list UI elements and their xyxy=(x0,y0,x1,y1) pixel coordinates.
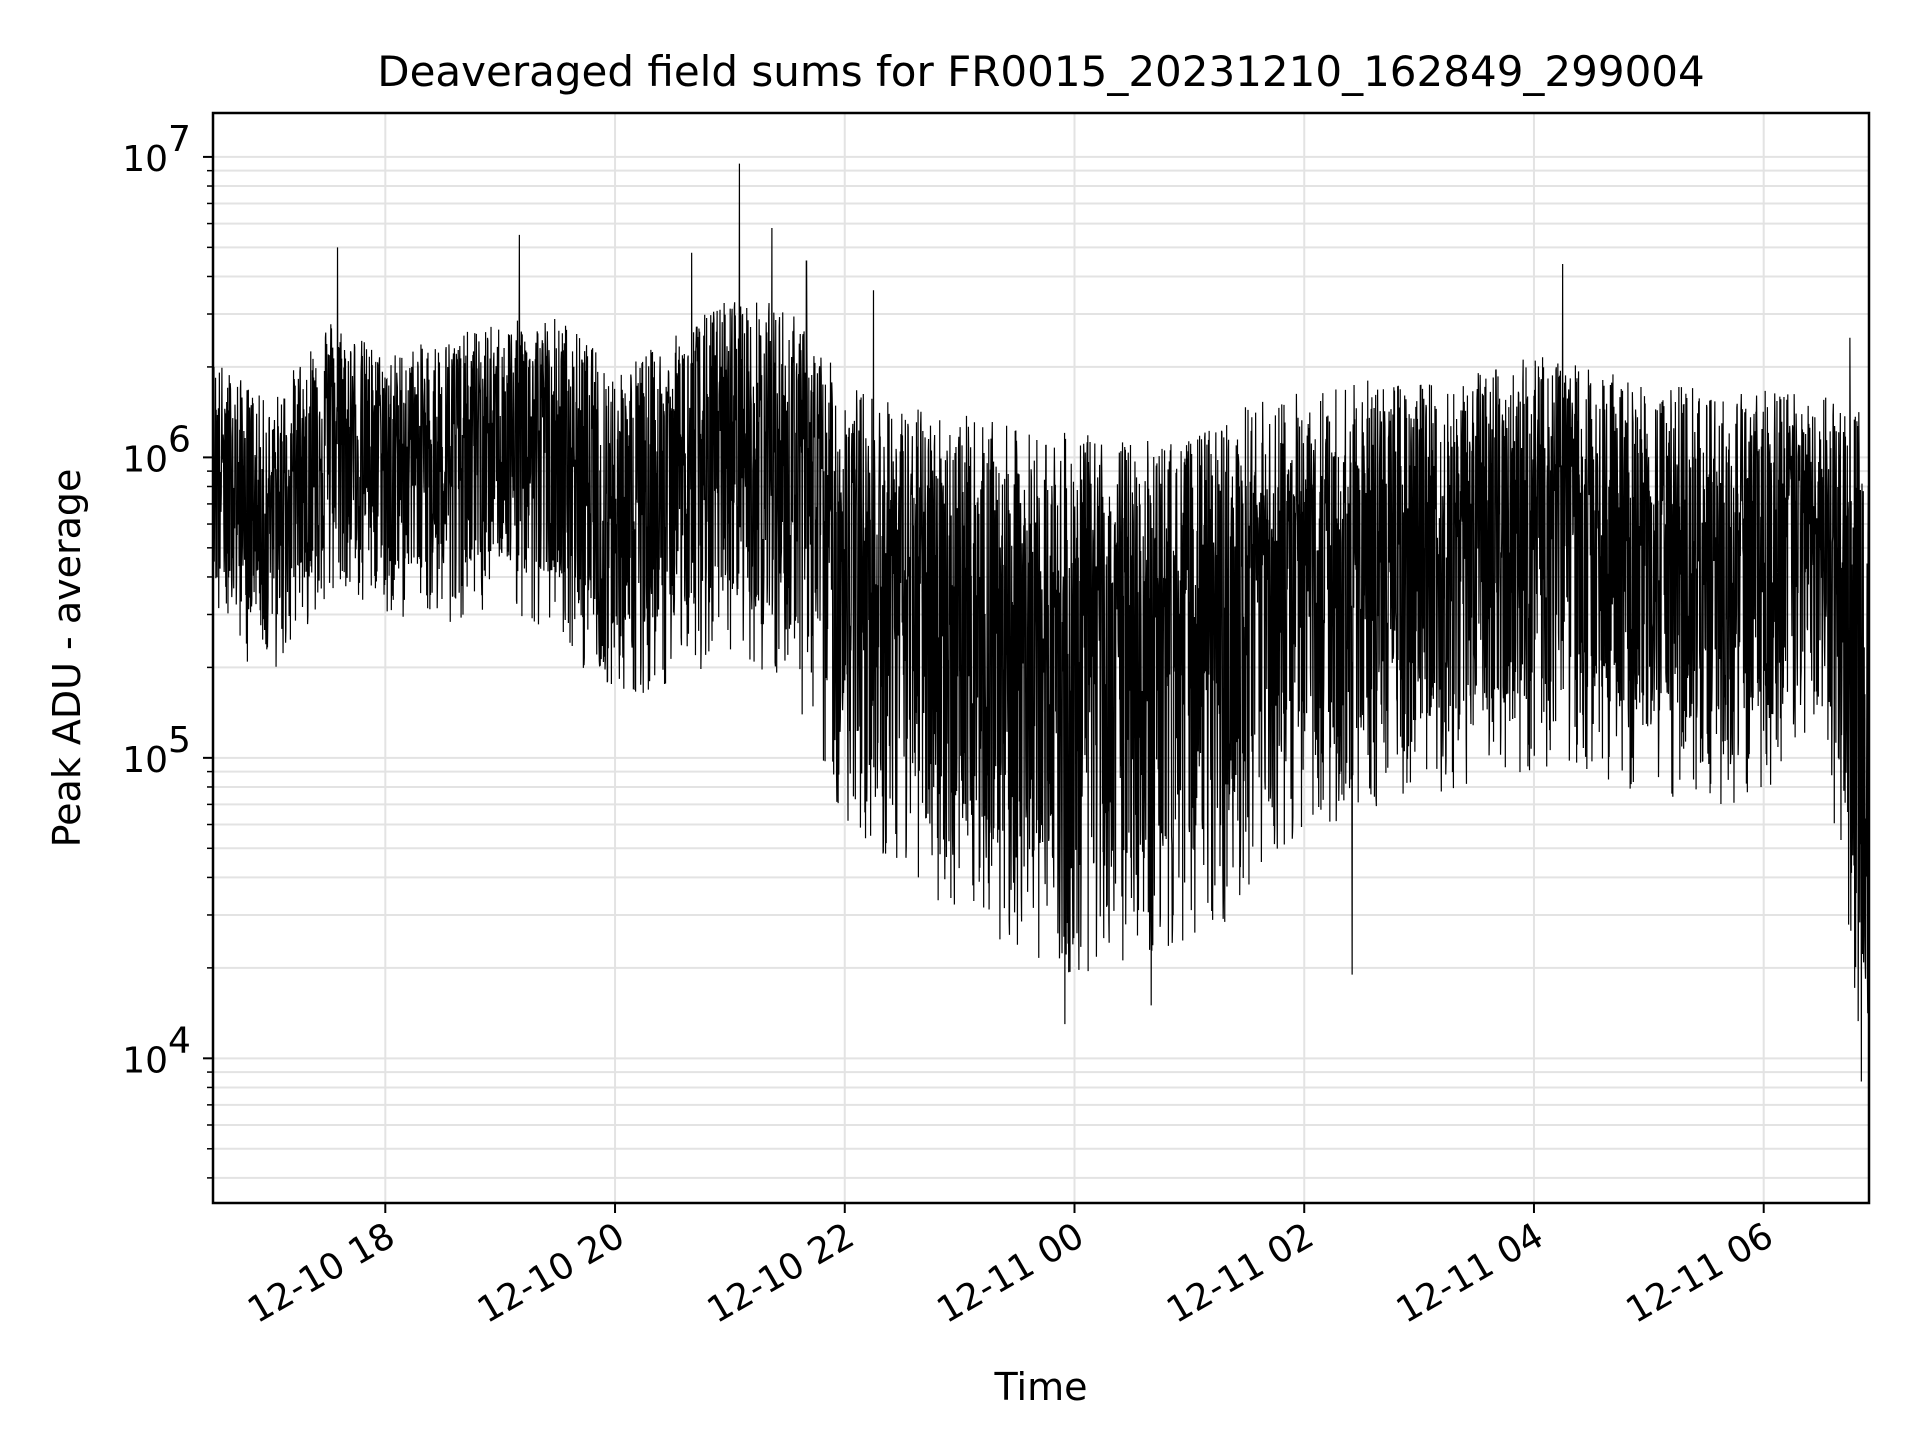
y-tick-exponent: 7 xyxy=(168,119,191,160)
chart-title: Deaveraged field sums for FR0015_2023121… xyxy=(377,47,1705,96)
x-axis-label: Time xyxy=(994,1365,1088,1409)
series-line xyxy=(212,163,1870,1155)
y-tick-label: 10 xyxy=(122,740,168,781)
y-tick-exponent: 5 xyxy=(168,720,191,761)
plot-frame xyxy=(211,111,1871,1205)
y-tick-exponent: 6 xyxy=(168,419,191,460)
y-tick-label: 10 xyxy=(122,139,168,180)
y-axis-label: Peak ADU - average xyxy=(45,469,89,848)
y-tick-label: 10 xyxy=(122,439,168,480)
y-tick-exponent: 4 xyxy=(168,1020,191,1061)
y-tick-label: 10 xyxy=(122,1040,168,1081)
